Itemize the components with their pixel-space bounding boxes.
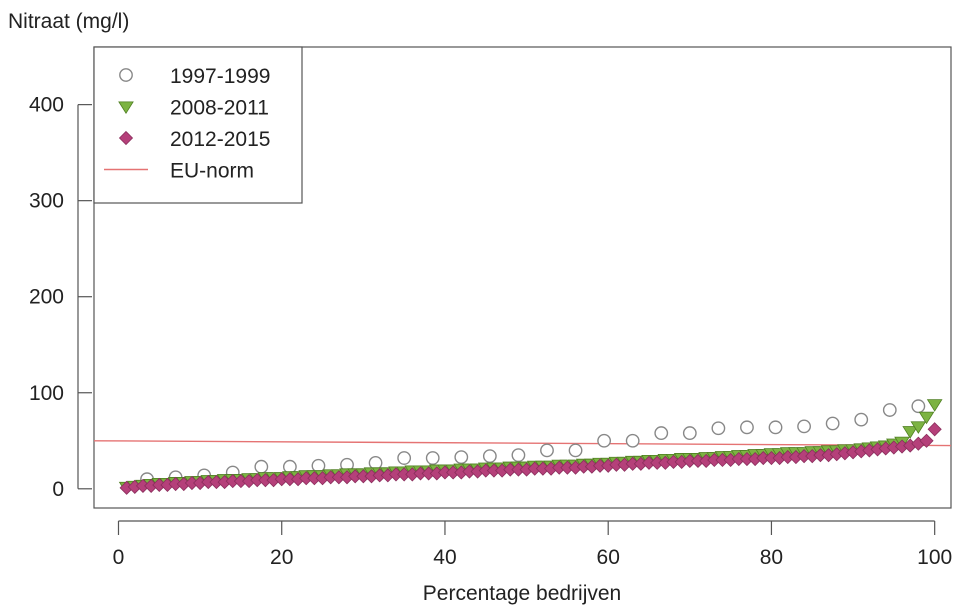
data-point bbox=[927, 422, 942, 437]
data-point bbox=[910, 421, 927, 434]
data-point bbox=[918, 411, 935, 425]
legend-marker bbox=[118, 101, 134, 115]
y-axis-label: Nitraat (mg/l) bbox=[8, 10, 129, 33]
data-point bbox=[711, 421, 726, 436]
data-point bbox=[625, 433, 640, 448]
y-tick-label: 400 bbox=[29, 94, 64, 117]
data-point bbox=[919, 433, 934, 448]
axes: 0 100 200 300 400 0 20 40 60 80 100 bbox=[29, 94, 952, 569]
x-tick-label: 80 bbox=[760, 546, 783, 569]
x-tick-label: 100 bbox=[917, 546, 952, 569]
data-point bbox=[825, 416, 840, 431]
data-point bbox=[597, 433, 612, 448]
y-tick-label: 100 bbox=[29, 382, 64, 405]
x-axis-label: Percentage bedrijven bbox=[423, 582, 621, 605]
data-point bbox=[682, 426, 697, 440]
series-2012-2015 bbox=[119, 422, 942, 495]
data-point bbox=[254, 459, 269, 474]
data-point bbox=[454, 450, 469, 464]
data-point bbox=[425, 451, 440, 465]
data-point bbox=[768, 420, 783, 435]
data-point bbox=[882, 403, 897, 417]
legend-marker bbox=[118, 130, 134, 146]
data-point bbox=[854, 412, 869, 427]
data-point bbox=[911, 399, 926, 414]
y-tick-label: 0 bbox=[52, 478, 64, 501]
data-point bbox=[482, 449, 497, 464]
x-tick-label: 0 bbox=[113, 546, 125, 569]
data-point bbox=[568, 443, 583, 458]
legend-label: 1997-1999 bbox=[170, 65, 270, 88]
legend: 1997-1999 2008-2011 2012-2015 EU-norm bbox=[93, 46, 303, 204]
data-point bbox=[540, 443, 554, 458]
y-tick-label: 200 bbox=[29, 286, 64, 309]
data-point bbox=[311, 458, 326, 473]
legend-label: 2012-2015 bbox=[170, 128, 270, 151]
x-tick-label: 60 bbox=[597, 546, 620, 569]
data-point bbox=[797, 419, 811, 434]
legend-marker bbox=[119, 68, 133, 82]
data-point bbox=[397, 451, 412, 465]
y-tick-label: 300 bbox=[29, 190, 64, 213]
plot-area-frame bbox=[93, 46, 952, 509]
data-point bbox=[654, 426, 669, 440]
data-point bbox=[282, 459, 297, 474]
legend-label: 2008-2011 bbox=[170, 97, 269, 120]
legend-label: EU-norm bbox=[170, 160, 254, 183]
data-point bbox=[926, 399, 943, 412]
data-point bbox=[740, 420, 754, 435]
eu-norm-reference bbox=[93, 440, 952, 447]
data-points bbox=[118, 399, 943, 495]
data-point bbox=[902, 426, 919, 439]
x-tick-label: 40 bbox=[433, 546, 456, 569]
data-point bbox=[511, 448, 526, 463]
eu-norm-line bbox=[93, 440, 952, 447]
x-tick-label: 20 bbox=[270, 546, 293, 569]
data-point bbox=[368, 455, 383, 470]
